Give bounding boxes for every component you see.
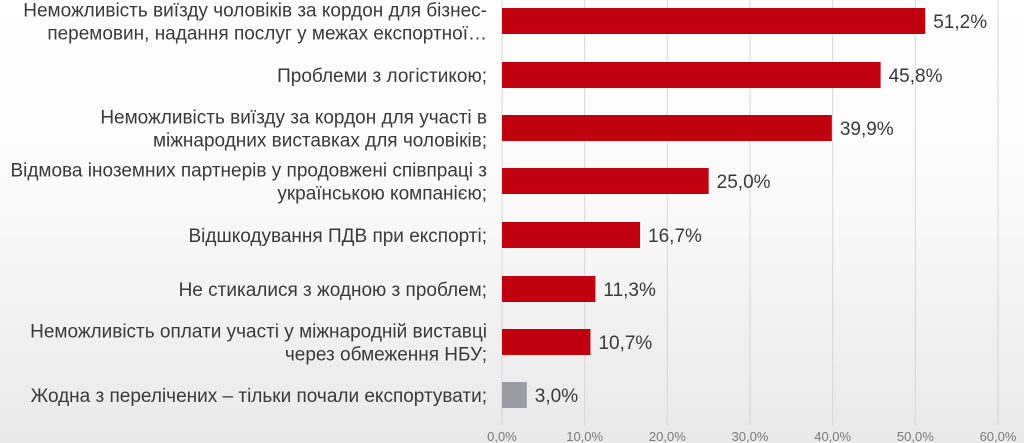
bar [502, 329, 591, 355]
value-label: 25,0% [717, 172, 771, 193]
category-label-line: Не стикалися з жодною з проблем; [179, 280, 487, 301]
category-label: Проблеми з логістикою; [277, 66, 487, 87]
x-tick-label: 30,0% [732, 429, 769, 443]
category-label-line: Проблеми з логістикою; [277, 66, 487, 87]
category-label: Жодна з перелічених – тільки почали експ… [31, 386, 487, 407]
bars [502, 8, 926, 408]
bar [502, 276, 596, 302]
x-tick-label: 0,0% [487, 429, 517, 443]
category-label: Неможливість оплати участі у міжнародній… [30, 322, 487, 366]
category-label-line: через обмеження НБУ; [285, 345, 487, 366]
x-tick-label: 20,0% [649, 429, 686, 443]
value-labels: 51,2% 45,8% 39,9% 25,0% 16,7% 11,3% 10,7% 3,0% [535, 12, 987, 407]
category-label-line: міжнародних виставках для чоловіків; [153, 131, 487, 152]
value-label: 45,8% [889, 66, 943, 87]
category-label-line: Відшкодування ПДВ при експорті; [188, 226, 487, 247]
category-labels: Неможливість виїзду чоловіків за кордон … [10, 1, 487, 408]
category-label-line: Відмова іноземних партнерів у продовжені… [10, 161, 487, 182]
category-label-line: Неможливість виїзду чоловіків за кордон … [23, 1, 487, 22]
value-label: 39,9% [840, 119, 894, 140]
category-label-line: Неможливість виїзду за кордон для участі… [100, 108, 487, 129]
x-axis-ticks: 0,0% 10,0% 20,0% 30,0% 40,0% 50,0% 60,0% [487, 429, 1017, 443]
bar [502, 222, 641, 248]
x-tick-label: 10,0% [566, 429, 603, 443]
bar [502, 8, 926, 34]
bar [502, 115, 832, 141]
x-tick-label: 50,0% [897, 429, 934, 443]
value-label: 16,7% [648, 226, 702, 247]
category-label: Відмова іноземних партнерів у продовжені… [10, 161, 487, 205]
category-label: Неможливість виїзду чоловіків за кордон … [23, 1, 487, 45]
category-label-line: Неможливість оплати участі у міжнародній… [30, 322, 487, 343]
x-tick-label: 60,0% [980, 429, 1017, 443]
value-label: 10,7% [598, 333, 652, 354]
value-label: 11,3% [603, 280, 656, 301]
category-label: Відшкодування ПДВ при експорті; [188, 226, 487, 247]
category-label: Неможливість виїзду за кордон для участі… [100, 108, 487, 152]
category-label: Не стикалися з жодною з проблем; [179, 280, 487, 301]
category-label-line: перемовин, надання послуг у межах експор… [47, 24, 487, 45]
bar [502, 168, 709, 194]
bar [502, 382, 527, 408]
category-label-line: Жодна з перелічених – тільки почали експ… [31, 386, 487, 407]
category-label-line: українською компанією; [277, 184, 487, 205]
value-label: 51,2% [933, 12, 987, 33]
value-label: 3,0% [535, 386, 578, 407]
x-tick-label: 40,0% [814, 429, 851, 443]
bar [502, 62, 881, 88]
